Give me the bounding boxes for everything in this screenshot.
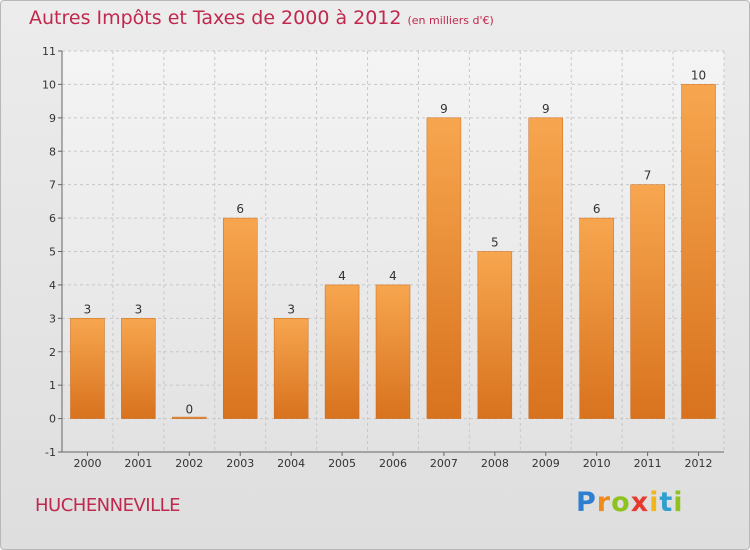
x-tick-label: 2005 (328, 457, 356, 470)
y-tick-label: 5 (49, 246, 56, 259)
x-tick-label: 2008 (481, 457, 509, 470)
x-tick-label: 2009 (532, 457, 560, 470)
bar (324, 284, 360, 419)
bar (222, 217, 258, 419)
y-tick-label: 1 (49, 379, 56, 392)
logo-letter: P (576, 487, 597, 518)
bar-value-label: 9 (542, 102, 550, 116)
bar-value-label: 0 (185, 403, 193, 417)
logo-letter: o (611, 487, 631, 518)
y-tick-label: 9 (49, 112, 56, 125)
y-tick-label: 2 (49, 346, 56, 359)
logo-letter: x (630, 487, 650, 518)
bar (681, 84, 716, 419)
bar (426, 117, 462, 419)
y-tick-label: 11 (42, 45, 56, 58)
bar-value-label: 7 (644, 169, 652, 183)
proxiti-logo: Proxiti (576, 487, 684, 518)
y-tick-label: 8 (49, 145, 56, 158)
bar-value-label: 6 (593, 202, 601, 216)
x-tick-label: 2010 (583, 457, 611, 470)
commune-name: HUCHENNEVILLE (35, 495, 181, 516)
bar (630, 184, 665, 419)
logo-letter: t (659, 487, 674, 518)
bar-value-label: 3 (287, 302, 295, 316)
bar (375, 284, 411, 419)
bar-value-label: 4 (338, 269, 346, 283)
bar-value-label: 10 (691, 68, 706, 82)
logo-letter: r (596, 487, 612, 518)
x-tick-label: 2006 (379, 457, 407, 470)
chart-title: Autres Impôts et Taxes de 2000 à 2012 (en… (29, 7, 494, 29)
bar (528, 117, 564, 419)
bar (579, 217, 614, 419)
bar-value-label: 5 (491, 236, 499, 250)
y-tick-label: 7 (49, 179, 56, 192)
x-tick-label: 2001 (124, 457, 152, 470)
x-tick-label: 2007 (430, 457, 458, 470)
y-tick-label: 6 (49, 212, 56, 225)
bar-value-label: 9 (440, 102, 448, 116)
bar-value-label: 4 (389, 269, 397, 283)
x-tick-label: 2000 (73, 457, 101, 470)
x-tick-label: 2004 (277, 457, 305, 470)
bar-value-label: 3 (84, 302, 92, 316)
logo-letter: i (673, 487, 684, 518)
bar (70, 318, 105, 419)
logo-letter: i (649, 487, 660, 518)
y-tick-label: 3 (49, 312, 56, 325)
bar (172, 416, 207, 419)
y-tick-label: 4 (49, 279, 56, 292)
chart-title-text: Autres Impôts et Taxes de 2000 à 2012 (29, 7, 402, 29)
y-tick-label: -1 (45, 446, 56, 459)
y-tick-label: 10 (42, 78, 56, 91)
x-tick-label: 2012 (685, 457, 713, 470)
chart-unit-label: (en milliers d'€) (407, 14, 494, 27)
x-tick-label: 2011 (634, 457, 662, 470)
bar-value-label: 3 (135, 302, 143, 316)
y-tick-label: 0 (49, 413, 56, 426)
x-tick-label: 2002 (175, 457, 203, 470)
x-tick-label: 2003 (226, 457, 254, 470)
bar-value-label: 6 (236, 202, 244, 216)
bar (477, 251, 513, 419)
bar (273, 318, 309, 419)
bar (121, 318, 156, 419)
